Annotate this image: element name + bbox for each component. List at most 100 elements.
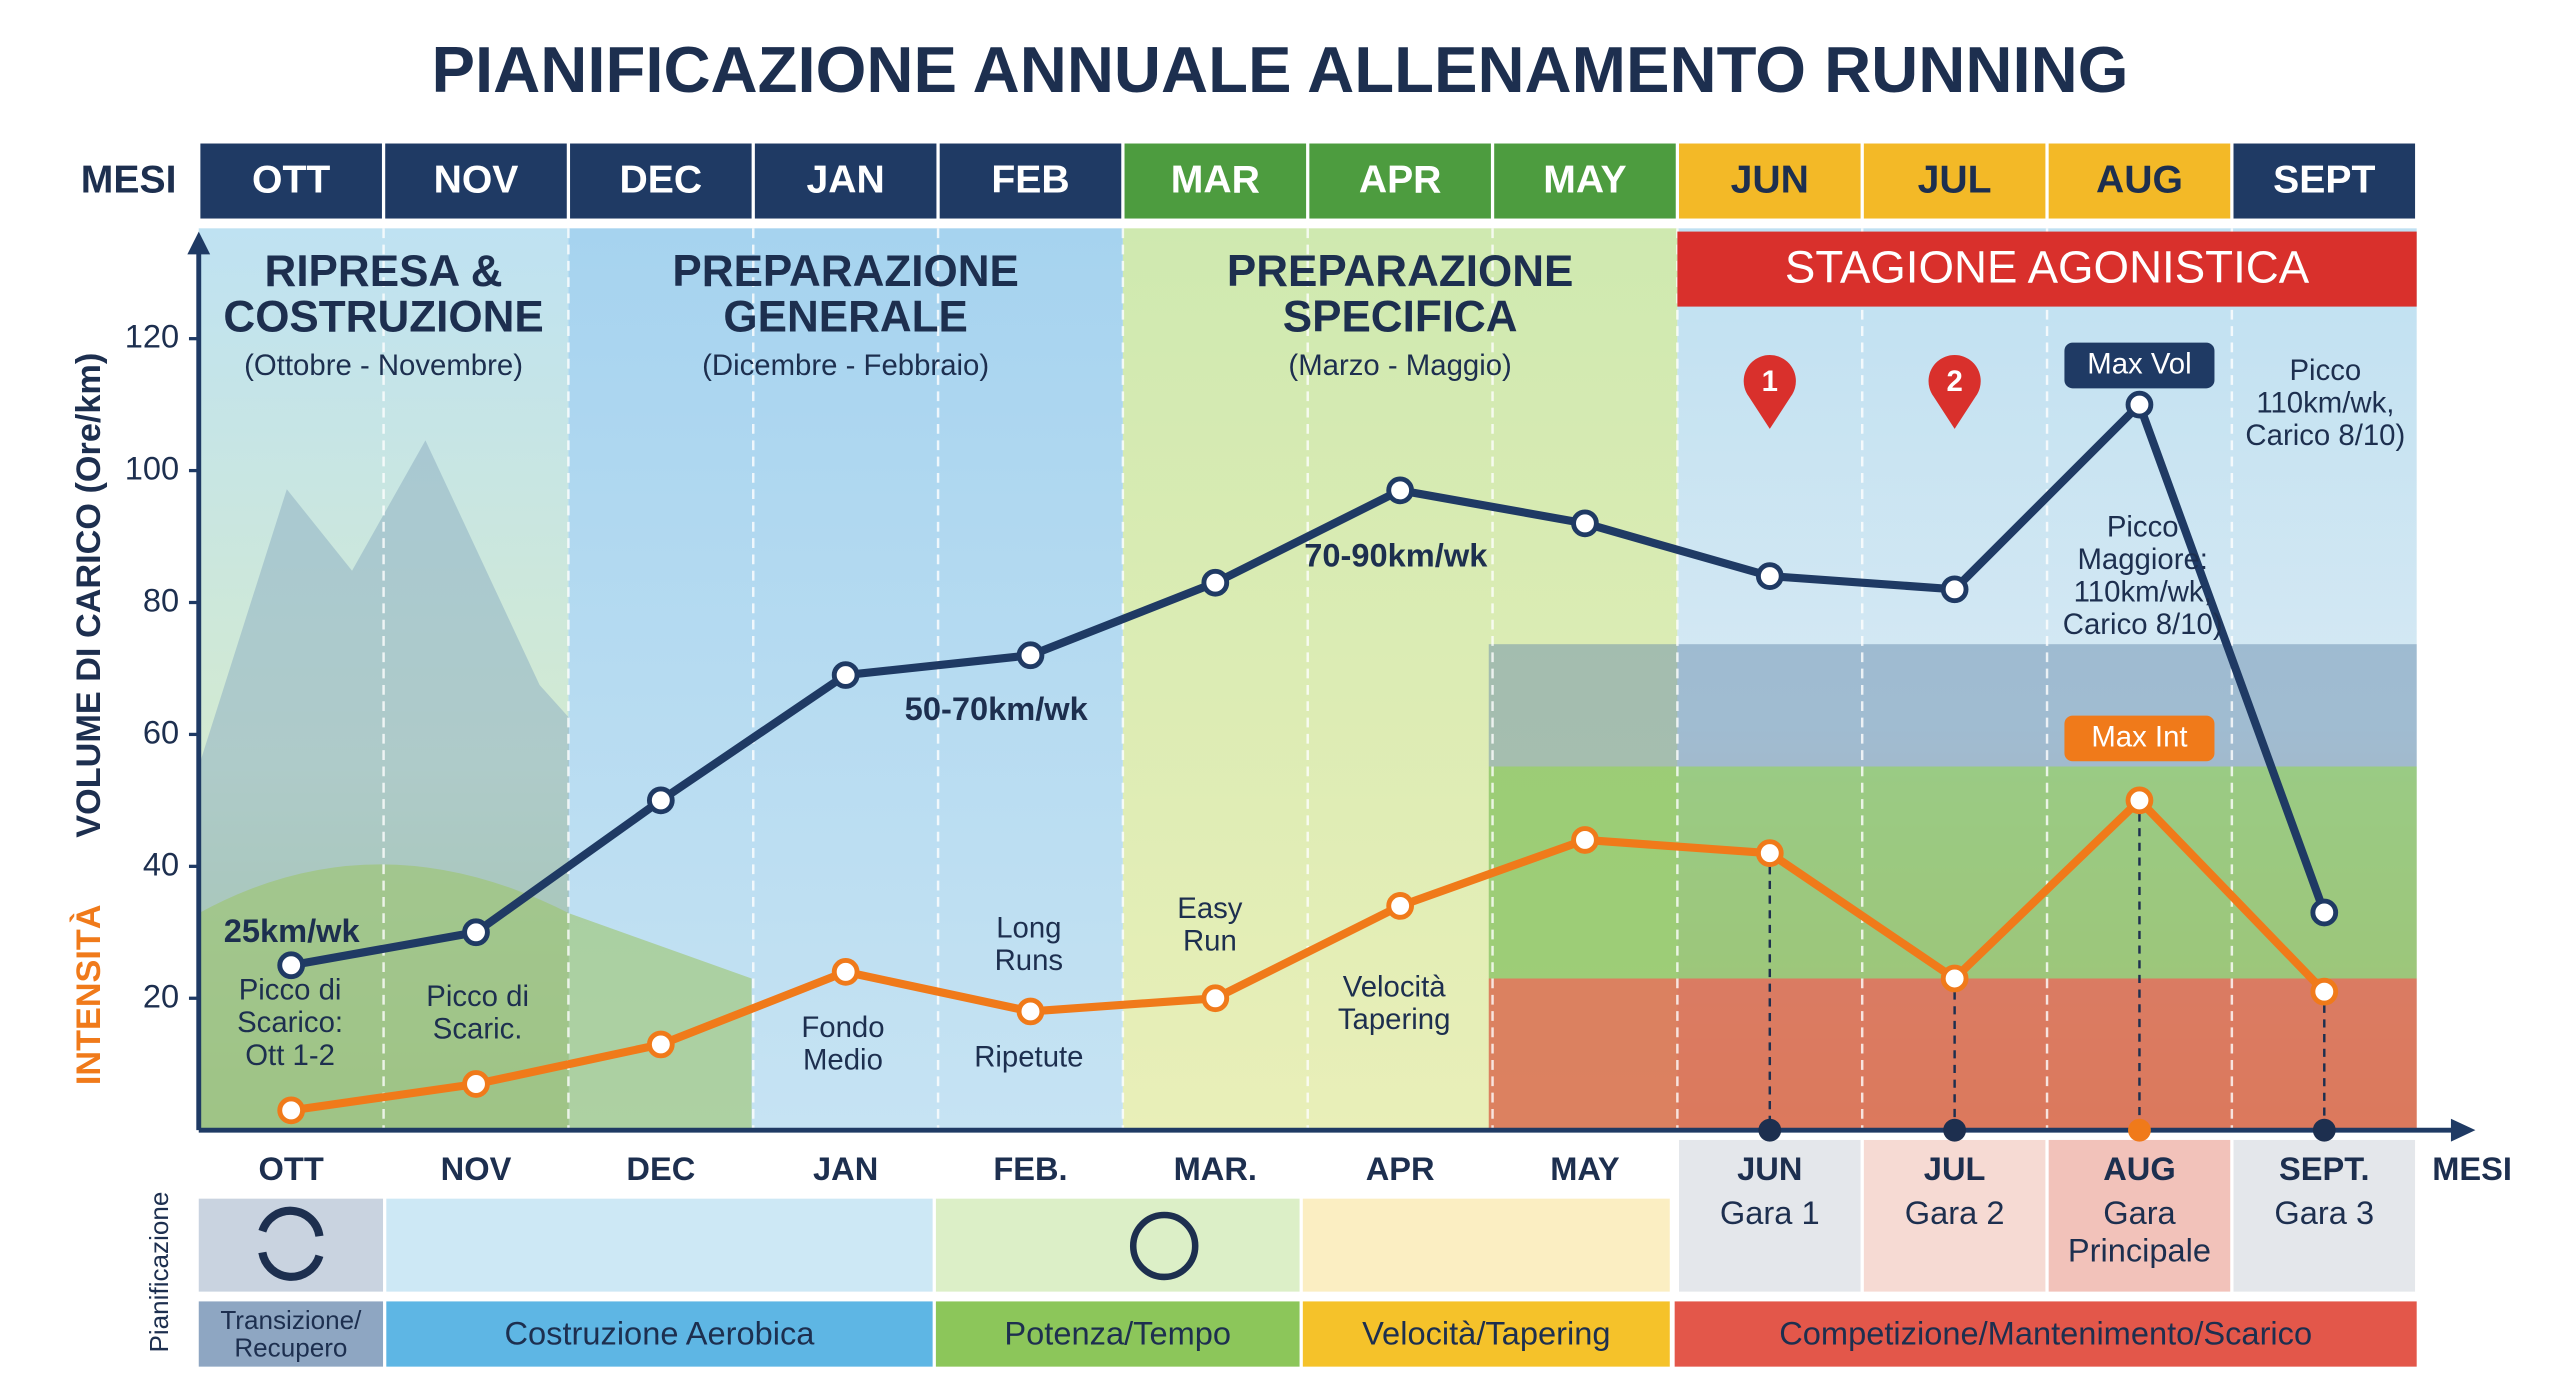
y-tick-label: 60 — [143, 713, 179, 750]
volume-point — [1201, 568, 1230, 597]
race-dot — [1758, 1118, 1782, 1142]
volume-point — [1571, 509, 1599, 538]
month-header-cell — [1494, 143, 1676, 219]
recovery-icon — [258, 1206, 324, 1281]
x-axis-arrow — [2450, 1118, 2476, 1142]
intensity-line — [287, 796, 2329, 1115]
intensity-point — [277, 1096, 306, 1125]
y-tick-label: 120 — [125, 317, 179, 354]
month-header-cell — [754, 143, 937, 219]
month-header-cell — [1309, 143, 1491, 219]
month-header: JUN — [1731, 159, 1809, 202]
planning-label: Pianificazione — [144, 1192, 174, 1353]
race-dot — [1943, 1118, 1967, 1142]
volume-point — [646, 786, 675, 815]
month-header-cell — [1679, 143, 1861, 219]
y-axis-arrow — [187, 231, 211, 255]
y-tick-label: 20 — [143, 977, 179, 1014]
x-tick-label: SEPT. — [2279, 1150, 2370, 1187]
race-cell — [1863, 1139, 2046, 1292]
race-cell — [1679, 1139, 1861, 1292]
annotation: Long Runs — [995, 911, 1064, 977]
intensity-point — [462, 1070, 490, 1098]
volume-line — [287, 400, 2329, 970]
month-header: SEPT — [2273, 159, 2375, 202]
month-header: JUL — [1918, 159, 1992, 202]
months-label: MESI — [81, 159, 177, 202]
phase-banner — [1677, 231, 2417, 307]
phase-title: PREPARAZIONE SPECIFICA — [1227, 247, 1573, 342]
stadium-track — [1488, 978, 2417, 1131]
y-tick-label: 80 — [143, 581, 179, 618]
x-axis-label: MESI — [2432, 1150, 2512, 1187]
intensity-point — [831, 958, 860, 986]
month-header-cell — [385, 143, 567, 219]
pin-label: 2 — [1946, 365, 1962, 398]
race-cell — [2048, 1139, 2231, 1292]
x-tick-label: AUG — [2103, 1150, 2175, 1187]
month-header-cell — [2048, 143, 2231, 219]
race-dot — [2312, 1118, 2336, 1142]
annotation: Picco 110km/wk, Carico 8/10) — [2245, 354, 2405, 452]
callout: Max Vol — [2087, 347, 2191, 380]
planning-band-label: Velocità/Tapering — [1362, 1314, 1610, 1351]
month-header-cell — [1863, 143, 2046, 219]
phase-subtitle: (Ottobre - Novembre) — [244, 349, 523, 382]
y-tick-label: 40 — [143, 845, 179, 882]
callout-box — [2064, 715, 2215, 762]
x-tick-label: NOV — [441, 1150, 512, 1187]
phase-title: PREPARAZIONE GENERALE — [672, 247, 1018, 342]
annotation: Picco di Scaric. — [426, 980, 529, 1046]
race-dot — [2128, 1118, 2151, 1142]
planning-band-label: Potenza/Tempo — [1004, 1314, 1231, 1351]
annotation: Picco di Scarico: Ott 1-2 — [237, 973, 343, 1071]
planning-band-label: Competizione/Mantenimento/Scarico — [1779, 1314, 2312, 1351]
chart-title: PIANIFICAZIONE ANNUALE ALLENAMENTO RUNNI… — [432, 33, 2129, 106]
intensity-point — [2125, 786, 2154, 815]
month-header: MAR — [1171, 159, 1260, 202]
planning-band — [1302, 1301, 1670, 1367]
planning-band-label: Costruzione Aerobica — [504, 1314, 815, 1351]
planning-band — [198, 1301, 384, 1367]
volume-point — [2310, 898, 2339, 927]
annotation: Picco Maggiore: 110km/wk, Carico 8/10) — [2063, 510, 2223, 641]
race-label: Gara 2 — [1905, 1194, 2005, 1231]
annotation: Ripetute — [974, 1040, 1083, 1073]
phase-title: STAGIONE AGONISTICA — [1785, 242, 2310, 293]
month-header-cell — [1124, 143, 1307, 219]
month-header: OTT — [252, 159, 330, 202]
month-header-cell — [570, 143, 752, 219]
pin-label: 1 — [1762, 365, 1778, 398]
intensity-point — [1386, 892, 1415, 920]
x-tick-label: JUN — [1737, 1150, 1802, 1187]
annotation: 25km/wk — [224, 911, 361, 948]
month-header: APR — [1359, 159, 1442, 202]
annotation: 70-90km/wk — [1304, 536, 1488, 573]
volume-point — [462, 918, 490, 947]
month-header-cell — [939, 143, 1122, 219]
volume-point — [1940, 575, 1969, 604]
y-axis-label: VOLUME DI CARICO (Ore/km) — [70, 353, 108, 838]
x-tick-label: JAN — [813, 1150, 878, 1187]
month-header: FEB — [991, 159, 1069, 202]
intensity-point — [646, 1030, 675, 1059]
month-header: NOV — [434, 159, 519, 202]
month-header: JAN — [807, 159, 885, 202]
x-tick-label: FEB. — [993, 1150, 1067, 1187]
stadium-field — [1488, 766, 2417, 979]
intensity-point — [1571, 826, 1599, 854]
x-tick-label: DEC — [626, 1150, 695, 1187]
planning-band — [386, 1301, 933, 1367]
pin — [1743, 354, 1796, 429]
callout-box — [2064, 342, 2215, 389]
annotation: Velocità Tapering — [1338, 970, 1451, 1036]
x-tick-label: JUL — [1924, 1150, 1986, 1187]
annotation: Easy Run — [1177, 892, 1243, 958]
intensity-point — [1016, 997, 1045, 1026]
stadium-stands — [1488, 644, 2417, 767]
race-label: Gara Principale — [2068, 1194, 2211, 1269]
month-header-cell — [200, 143, 382, 219]
callout: Max Int — [2091, 720, 2187, 753]
